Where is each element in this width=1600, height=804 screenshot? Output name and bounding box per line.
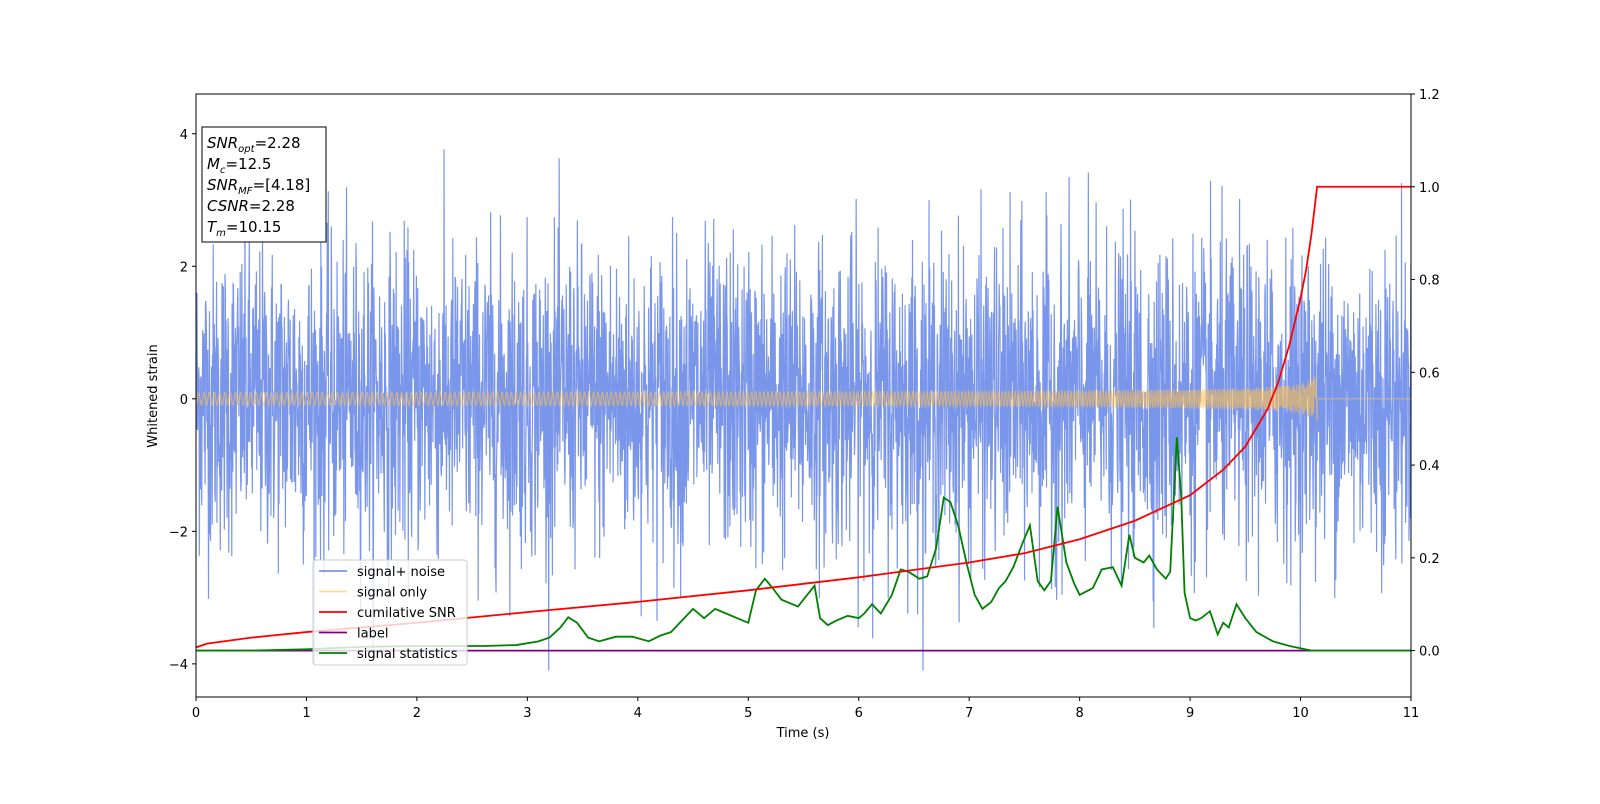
x-tick-label: 11 [1403,706,1420,721]
x-tick-label: 4 [634,706,642,721]
series-signal-noise-line [196,149,1411,671]
info-line: SNRopt=2.28 [207,134,301,155]
x-tick-label: 1 [302,706,310,721]
x-tick-label: 5 [744,706,752,721]
info-line: Mc=12.5 [207,155,271,176]
info-line: SNRMF=[4.18] [207,176,310,197]
x-tick-label: 0 [192,706,200,721]
series-signal-statistics-line [196,437,1411,652]
info-box-frame [201,126,327,243]
y-tick-label: 2 [180,260,188,275]
x-axis-title: Time (s) [776,726,830,741]
y-tick-label: −4 [169,658,188,673]
y2-tick-label: 0.2 [1419,552,1440,567]
y2-tick-label: 0.4 [1419,459,1440,474]
x-tick-label: 2 [413,706,421,721]
legend-label: label [357,627,388,642]
y2-tick-label: 0.6 [1419,366,1440,381]
x-tick-label: 8 [1075,706,1083,721]
y2-tick-label: 1.2 [1419,88,1440,103]
legend-label: signal only [357,586,427,601]
x-tick-label: 6 [855,706,863,721]
legend-label: cumilative SNR [357,606,456,621]
y2-tick-label: 0.0 [1419,645,1440,660]
y-axis-title: Whitened strain [146,344,161,447]
axes-layer: 0 1 2 3 4 5 6 7 8 9 10 11 −4 −2 0 2 4 0.0 0.2 0.4 0.6 0.8 1.0 1… [169,88,1440,721]
plot-frame [195,93,1412,698]
y-tick-label: 4 [180,128,188,143]
legend-frame [312,559,468,666]
x-tick-label: 9 [1186,706,1194,721]
legend-label: signal statistics [357,647,458,662]
y2-tick-label: 0.8 [1419,274,1440,289]
series-signal-only-line [196,376,1411,422]
y-tick-label: −2 [169,525,188,540]
x-tick-label: 3 [523,706,531,721]
y-tick-label: 0 [180,393,188,408]
info-line: CSNR=2.28 [207,197,295,215]
legend: signal+ noise signal only cumilative SNR la… [312,559,468,666]
legend-label: signal+ noise [357,565,445,580]
x-tick-label: 10 [1292,706,1309,721]
y2-tick-label: 1.0 [1419,181,1440,196]
info-line: Tm=10.15 [207,218,281,239]
x-tick-label: 7 [965,706,973,721]
